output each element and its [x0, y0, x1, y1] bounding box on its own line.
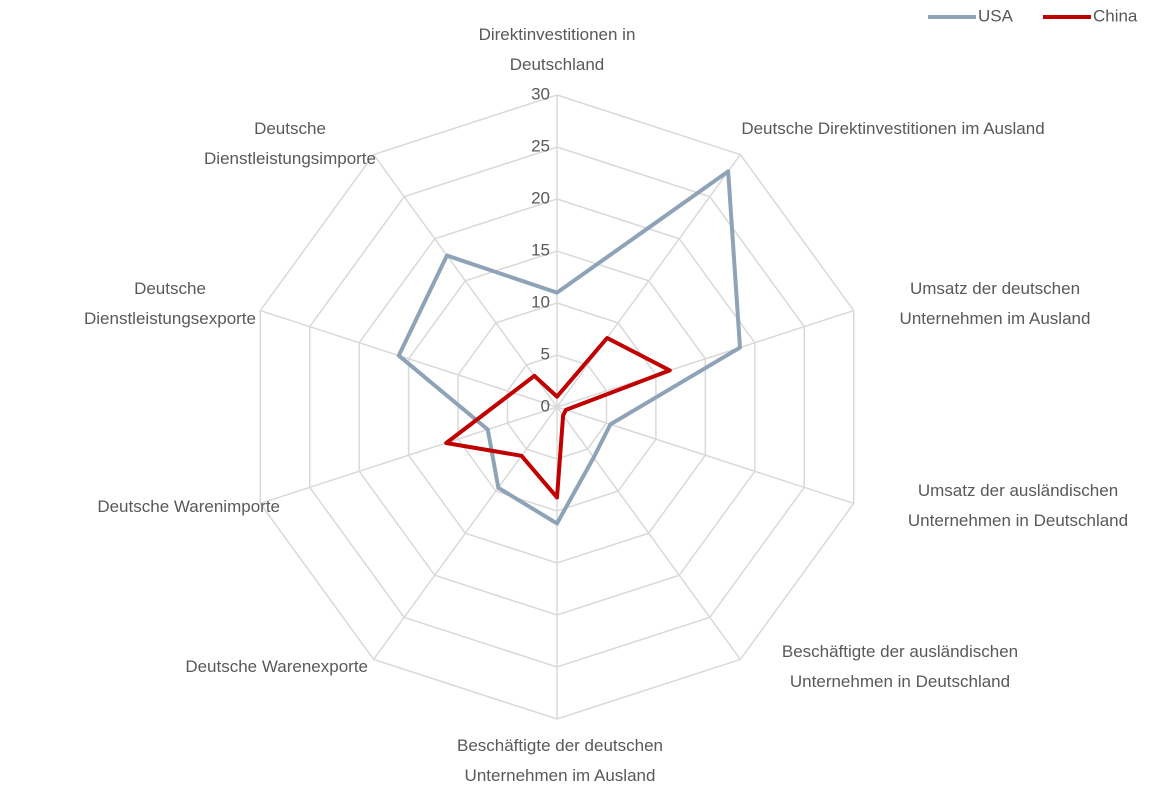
legend-label: USA: [978, 6, 1014, 25]
r-tick-label: 15: [531, 240, 550, 259]
r-tick-label: 10: [531, 292, 550, 311]
spoke: [556, 406, 741, 660]
series-line: [396, 169, 742, 526]
category-label: Deutsche Warenexporte: [185, 657, 368, 676]
category-label: Deutsche Dienstleistungsexporte: [84, 279, 256, 328]
category-label: Deutsche Warenimporte: [97, 497, 280, 516]
category-label: Direktinvestitionen in Deutschland: [478, 25, 636, 74]
category-label: Umsatz der deutschen Unternehmen im Ausl…: [899, 279, 1091, 328]
r-tick-label: 0: [541, 396, 550, 415]
legend-label: China: [1093, 6, 1138, 25]
r-tick-label: 5: [541, 344, 550, 363]
r-tick-label: 30: [531, 84, 550, 103]
category-label: Deutsche Dienstleistungsimporte: [204, 119, 376, 168]
spoke: [556, 406, 854, 505]
spoke: [373, 406, 558, 660]
spoke: [556, 154, 741, 408]
spoke: [373, 154, 558, 408]
r-tick-label: 20: [531, 188, 550, 207]
category-label: Deutsche Direktinvestitionen im Ausland: [741, 119, 1045, 138]
series-line: [444, 336, 672, 500]
spoke: [260, 309, 558, 408]
spoke: [556, 309, 854, 408]
category-label: Beschäftigte der deutschen Unternehmen i…: [456, 736, 664, 785]
r-tick-label: 25: [531, 136, 550, 155]
spoke: [260, 406, 558, 505]
category-label: Umsatz der ausländischen Unternehmen in …: [907, 481, 1129, 530]
category-label: Beschäftigte der ausländischen Unternehm…: [781, 642, 1019, 691]
